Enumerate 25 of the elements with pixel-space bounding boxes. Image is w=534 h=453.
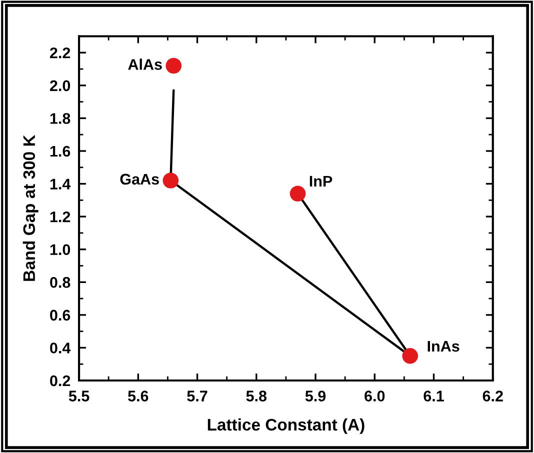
- x-tick-label: 5.9: [305, 390, 326, 402]
- y-tick-label: 0.4: [50, 342, 71, 354]
- x-tick-label: 5.6: [128, 390, 148, 402]
- x-tick-label: 6.2: [482, 390, 503, 402]
- x-axis-title: Lattice Constant (A): [208, 418, 364, 434]
- x-tick-label: 5.5: [68, 390, 90, 402]
- x-tick-label: 5.7: [187, 390, 208, 402]
- y-tick-label: 0.2: [50, 375, 70, 386]
- annotation: InAs: [428, 341, 460, 352]
- y-tick-label: 1.2: [50, 211, 70, 222]
- y-tick-label: 1.0: [50, 244, 70, 256]
- x-tick-label: 6.0: [364, 390, 385, 402]
- y-tick-label: 1.8: [50, 113, 70, 124]
- y-tick-label: 1.4: [50, 178, 71, 190]
- y-tick-label: 2.2: [50, 48, 70, 58]
- y-tick-label: 0.6: [50, 310, 70, 321]
- x-tick-label: 6.1: [424, 390, 444, 402]
- y-tick-label: 2.0: [50, 80, 70, 92]
- annotation: GaAs: [120, 174, 159, 185]
- y-axis-title: Band Gap at 300 K: [22, 134, 38, 281]
- y-tick-label: 1.6: [50, 146, 70, 157]
- x-tick-label: 5.8: [246, 390, 267, 402]
- y-tick-label: 0.8: [50, 277, 70, 288]
- annotation: AlAs: [128, 58, 162, 70]
- annotation: InP: [310, 176, 332, 186]
